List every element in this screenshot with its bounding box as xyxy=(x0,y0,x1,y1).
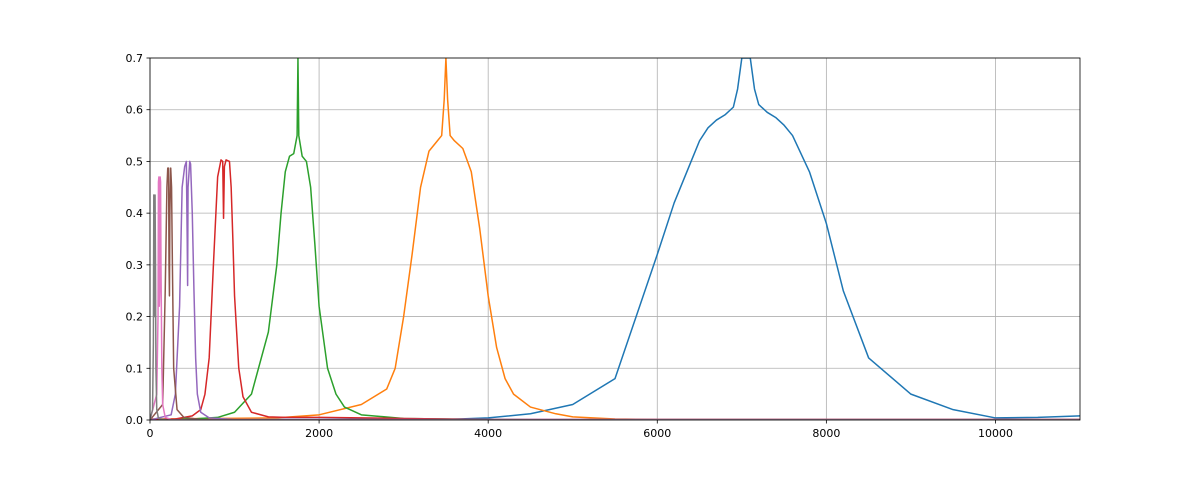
y-tick-label: 0.5 xyxy=(126,155,144,168)
series-line-8 xyxy=(150,194,1080,420)
x-tick-label: 8000 xyxy=(812,427,840,440)
x-tick-label: 6000 xyxy=(643,427,671,440)
y-tick-label: 0.1 xyxy=(126,362,144,375)
axes-frame xyxy=(149,57,1081,421)
y-tick-label: 0.4 xyxy=(126,207,144,220)
x-tick-label: 2000 xyxy=(305,427,333,440)
y-tick-label: 0.7 xyxy=(126,52,144,65)
series-line-1 xyxy=(150,58,1080,420)
y-tick-label: 0.0 xyxy=(126,414,144,427)
y-axis: 0.0 0.1 0.2 0.3 0.4 0.5 0.6 0.7 xyxy=(126,52,150,427)
y-tick-label: 0.6 xyxy=(126,104,144,117)
y-tick-label: 0.3 xyxy=(126,259,144,272)
x-tick-label: 10000 xyxy=(978,427,1013,440)
x-tick-label: 0 xyxy=(147,427,154,440)
series-line-4 xyxy=(150,159,1080,420)
y-tick-label: 0.2 xyxy=(126,311,144,324)
series-layer xyxy=(150,58,1080,420)
plot-background xyxy=(150,58,1080,420)
x-axis: 0 2000 4000 6000 8000 10000 xyxy=(147,420,1013,440)
x-tick-label: 4000 xyxy=(474,427,502,440)
